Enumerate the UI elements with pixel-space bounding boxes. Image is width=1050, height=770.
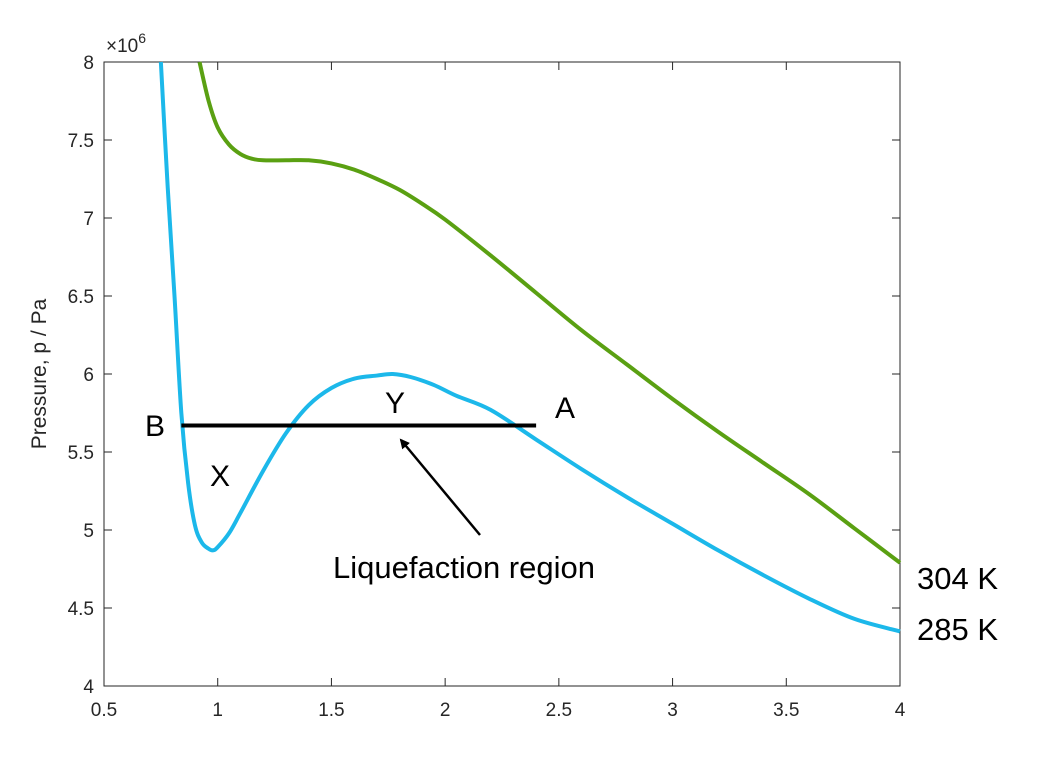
y-tick-label: 7 (83, 209, 94, 230)
point-a-label: A (555, 392, 575, 425)
plot-frame (103, 61, 901, 687)
y-tick-label: 5.5 (68, 443, 94, 464)
y-tick-label: 6.5 (68, 287, 94, 308)
point-b-label: B (145, 410, 165, 443)
x-tick-label: 1 (212, 700, 223, 721)
y-tick-label: 7.5 (68, 131, 94, 152)
liquefaction-region-label: Liquefaction region (333, 550, 595, 585)
x-axis-ticks: 0.5 1 1.5 2 2.5 3 3.5 4 (91, 62, 906, 721)
region-arrow (399, 438, 481, 536)
point-y-label: Y (385, 387, 405, 420)
y-tick-label: 4.5 (68, 599, 94, 620)
y-tick-label: 6 (83, 365, 94, 386)
x-tick-label: 2.5 (546, 700, 572, 721)
series-285k-label: 285 K (917, 612, 998, 647)
x-tick-label: 4 (895, 700, 906, 721)
x-tick-label: 0.5 (91, 700, 117, 721)
y-tick-label: 8 (83, 53, 94, 74)
y-axis-ticks: 4 4.5 5 5.5 6 6.5 7 7.5 8 (68, 53, 900, 698)
series-line-285-k (158, 61, 901, 634)
y-tick-label: 5 (83, 521, 94, 542)
y-tick-label: 4 (83, 677, 94, 698)
series-304k-label: 304 K (917, 561, 998, 596)
x-tick-label: 2 (440, 700, 451, 721)
y-axis-title: Pressure, p / Pa (28, 298, 51, 449)
y-axis-multiplier: ×106 (106, 30, 146, 57)
x-tick-label: 3.5 (773, 700, 799, 721)
x-tick-label: 1.5 (318, 700, 344, 721)
point-x-label: X (210, 460, 230, 493)
series-layer (158, 61, 902, 634)
series-line-304-k (197, 61, 902, 565)
x-tick-label: 3 (667, 700, 678, 721)
